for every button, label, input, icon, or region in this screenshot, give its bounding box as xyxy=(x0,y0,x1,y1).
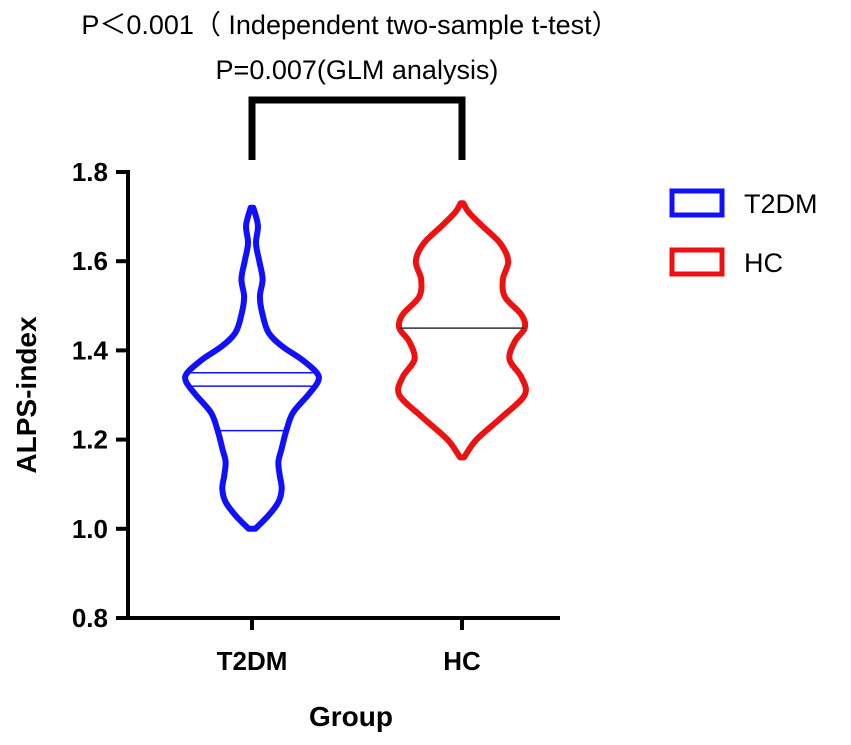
legend: T2DM HC xyxy=(669,188,818,278)
y-tick-label: 1.6 xyxy=(72,246,108,276)
x-tick-label: T2DM xyxy=(217,646,288,676)
legend-label: T2DM xyxy=(744,189,818,219)
legend-swatch xyxy=(669,247,725,277)
x-axis-title: Group xyxy=(309,701,393,732)
y-tick-label: 1.4 xyxy=(72,335,109,365)
violin-outline xyxy=(182,204,322,532)
significance-bracket xyxy=(248,96,466,160)
y-tick-label: 1.0 xyxy=(72,514,108,544)
x-tick-label: HC xyxy=(443,646,481,676)
plot-area xyxy=(126,170,560,620)
x-axis: T2DM HC xyxy=(217,618,481,676)
y-tick-label: 1.8 xyxy=(72,157,108,187)
y-tick-label: 1.2 xyxy=(72,425,108,455)
annotation-ttest: P＜0.001（ Independent two-sample t-test） xyxy=(81,10,618,40)
annotation-glm: P=0.007(GLM analysis) xyxy=(216,55,499,85)
legend-label: HC xyxy=(744,248,783,278)
y-axis-title: ALPS-index xyxy=(11,316,42,474)
violin-outline xyxy=(395,200,529,461)
y-tick-label: 0.8 xyxy=(72,603,108,633)
violin-t2dm xyxy=(182,204,322,532)
violin-hc xyxy=(395,200,529,461)
legend-swatch xyxy=(669,188,725,218)
significance-bracket-line xyxy=(248,96,466,160)
y-axis: 0.8 1.0 1.2 1.4 1.6 1.8 xyxy=(72,157,128,633)
